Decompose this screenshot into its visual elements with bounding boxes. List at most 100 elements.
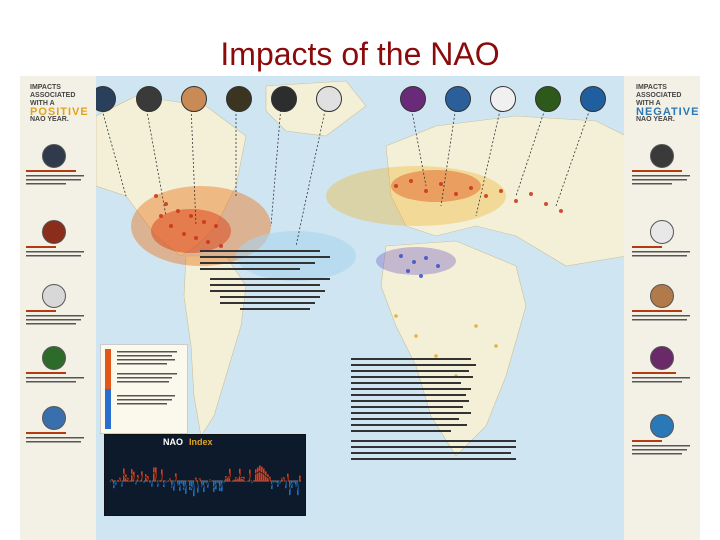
- nao-bar: [201, 481, 203, 488]
- nao-index-title: NAO Index: [163, 437, 213, 447]
- negative-impact-text-lines: [632, 170, 690, 455]
- nao-bar: [185, 481, 187, 494]
- page-title: Impacts of the NAO: [220, 36, 500, 72]
- crop-icon: [42, 220, 66, 244]
- nao-bar: [195, 477, 197, 481]
- nao-bar: [205, 481, 207, 484]
- nao-bar: [283, 477, 285, 481]
- nao-bar: [157, 481, 159, 487]
- color-key-graphic: [105, 349, 177, 429]
- nao-bar: [219, 481, 221, 492]
- sea-ice-icon: [490, 86, 516, 112]
- nao-bar: [279, 481, 281, 484]
- nao-bar: [259, 465, 261, 481]
- positive-impacts-panel: IMPACTS ASSOCIATED WITH A POSITIVE NAO Y…: [20, 76, 96, 540]
- nao-bar: [193, 481, 195, 497]
- nao-bar: [169, 478, 171, 481]
- nao-bar: [161, 469, 163, 481]
- nao-bar: [155, 467, 157, 481]
- nao-bar: [229, 468, 231, 481]
- nao-index-chart: NAO Index: [104, 434, 306, 516]
- nao-bar: [189, 481, 191, 491]
- nao-bar: [191, 481, 193, 491]
- nao-bar: [269, 476, 271, 481]
- nao-bar: [241, 476, 243, 481]
- mushroom-icon: [650, 284, 674, 308]
- tree-icon: [42, 346, 66, 370]
- nao-bar: [141, 471, 143, 481]
- nao-bar: [147, 476, 149, 481]
- nao-bar: [199, 478, 201, 481]
- nao-bar: [197, 481, 199, 493]
- nao-bar: [129, 480, 131, 481]
- cloud-icon: [316, 86, 342, 112]
- nao-bar: [257, 467, 259, 481]
- nao-bar: [119, 477, 121, 481]
- fish-icon: [226, 86, 252, 112]
- nao-bar: [175, 473, 177, 481]
- nao-bar: [299, 475, 301, 481]
- wave-icon: [650, 414, 674, 438]
- nao-bar: [111, 478, 113, 481]
- nao-bar: [115, 481, 117, 485]
- nao-bar: [295, 481, 297, 488]
- snowflake-icon: [42, 144, 66, 168]
- nao-bar: [281, 477, 283, 481]
- nao-bar: [233, 478, 235, 481]
- nao-bar: [227, 476, 229, 481]
- nao-bar: [287, 473, 289, 481]
- nao-bar: [261, 466, 263, 481]
- negative-impacts-panel: IMPACTS ASSOCIATED WITH A NEGATIVE NAO Y…: [624, 76, 700, 540]
- nao-bar: [131, 469, 133, 481]
- nao-bar: [249, 469, 251, 481]
- nao-poster: IMPACTS ASSOCIATED WITH A POSITIVE NAO Y…: [20, 76, 700, 540]
- positive-impact-text-lines: [26, 170, 84, 443]
- nao-bar: [173, 481, 175, 491]
- positive-heading: IMPACTS ASSOCIATED WITH A POSITIVE NAO Y…: [30, 84, 89, 123]
- nao-bar: [297, 481, 299, 496]
- nao-bar: [167, 480, 169, 481]
- hurricane-icon: [271, 86, 297, 112]
- nao-bar: [293, 481, 295, 484]
- map-graphic: [96, 80, 626, 457]
- nao-bar: [275, 481, 277, 483]
- greenland-quote-box: [200, 248, 340, 320]
- snowflake-icon: [136, 86, 162, 112]
- nao-bar: [177, 481, 179, 486]
- hurricane-icon: [650, 144, 674, 168]
- sea-ice-icon: [650, 220, 674, 244]
- nao-explanation-box: [351, 356, 521, 476]
- quote-text-lines: [200, 250, 330, 310]
- nao-bar: [231, 481, 233, 483]
- temperature-color-key: [100, 344, 188, 434]
- rain-icon: [96, 86, 116, 112]
- nao-bar: [135, 481, 137, 485]
- nao-bar: [149, 481, 151, 484]
- nao-bar: [225, 476, 227, 481]
- nao-bar: [255, 469, 257, 481]
- nao-bar: [121, 481, 123, 487]
- nao-bar: [153, 467, 155, 481]
- nao-bar: [253, 480, 255, 481]
- nao-bar: [133, 471, 135, 481]
- negative-heading: IMPACTS ASSOCIATED WITH A NEGATIVE NAO Y…: [636, 84, 700, 123]
- nao-bar: [171, 481, 173, 488]
- nao-bar: [183, 481, 185, 490]
- nao-bar: [285, 481, 287, 489]
- bread-icon: [181, 86, 207, 112]
- grapes-icon: [400, 86, 426, 112]
- water-drop-icon: [445, 86, 471, 112]
- nao-index-plot: [108, 465, 301, 497]
- nao-bar: [217, 481, 219, 484]
- shellfish-icon: [42, 406, 66, 430]
- cloud-icon: [42, 284, 66, 308]
- nao-bar: [263, 468, 265, 481]
- nao-bar: [159, 480, 161, 481]
- nao-bar: [237, 477, 239, 481]
- nao-bar: [207, 481, 209, 488]
- tree-icon: [535, 86, 561, 112]
- nao-bar: [151, 481, 153, 487]
- explanation-text-lines: [351, 358, 516, 460]
- nao-bar: [117, 479, 119, 481]
- grapes-icon: [650, 346, 674, 370]
